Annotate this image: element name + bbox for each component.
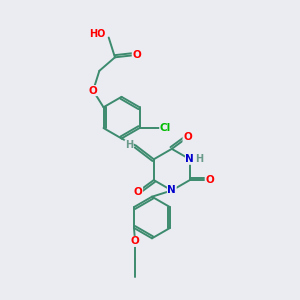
Text: HO: HO: [89, 28, 106, 39]
Text: H: H: [125, 140, 133, 150]
Text: O: O: [134, 187, 142, 196]
Text: O: O: [131, 236, 140, 246]
Text: Cl: Cl: [160, 123, 171, 133]
Text: H: H: [195, 154, 203, 164]
Text: O: O: [89, 85, 98, 96]
Text: N: N: [167, 185, 176, 196]
Text: O: O: [183, 132, 192, 142]
Text: N: N: [185, 154, 194, 164]
Text: O: O: [205, 175, 214, 185]
Text: O: O: [132, 50, 141, 60]
